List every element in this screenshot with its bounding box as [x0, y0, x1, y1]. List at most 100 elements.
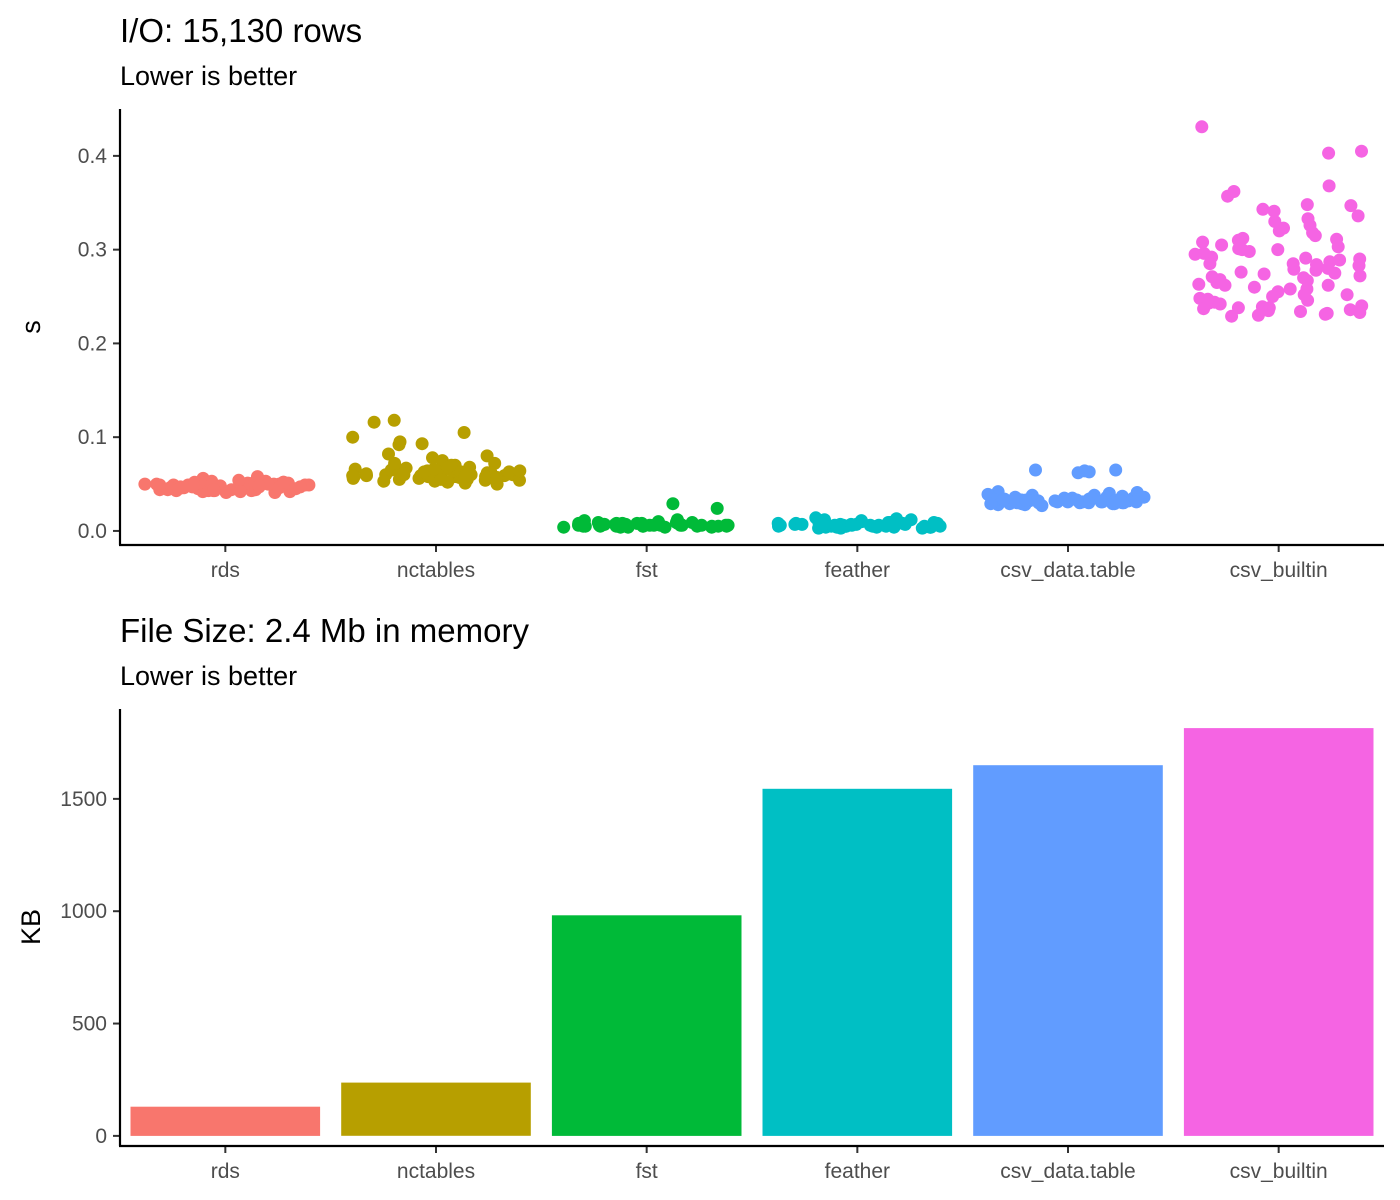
scatter-point — [434, 472, 448, 486]
bar-rds — [130, 1106, 321, 1136]
io-x-ticks: rds nctables fst feather csv_data.table csv_b… — [211, 545, 1328, 582]
scatter-point — [1297, 288, 1311, 302]
scatter-point — [1300, 198, 1314, 212]
scatter-point — [830, 520, 844, 534]
scatter-point — [1031, 494, 1044, 508]
scatter-point — [1257, 267, 1271, 281]
scatter-point — [1299, 251, 1313, 265]
scatter-point — [557, 520, 571, 534]
scatter-point — [705, 520, 719, 534]
y-tick-label: 0.2 — [78, 332, 107, 355]
x-tick-label: csv_builtin — [1230, 1160, 1328, 1183]
scatter-point — [513, 473, 526, 487]
scatter-point — [444, 458, 458, 472]
y-tick-label: 1500 — [60, 788, 107, 811]
scatter-point — [367, 415, 381, 429]
scatter-point — [1071, 466, 1085, 480]
scatter-point — [1213, 297, 1227, 311]
scatter-point — [666, 497, 680, 511]
scatter-point — [1267, 204, 1281, 218]
scatter-point — [1353, 306, 1367, 319]
scatter-point — [1322, 179, 1336, 193]
scatter-point — [1287, 262, 1301, 276]
scatter-point — [382, 447, 395, 461]
scatter-point — [984, 497, 998, 511]
scatter-point — [1321, 278, 1335, 292]
x-tick-label: nctables — [397, 559, 475, 582]
scatter-point — [1218, 278, 1232, 292]
scatter-point — [1247, 280, 1261, 294]
x-tick-label: fst — [636, 1160, 658, 1183]
scatter-point — [1308, 229, 1322, 243]
io-y-axis-title: s — [16, 320, 46, 334]
scatter-point — [1215, 238, 1229, 252]
y-tick-label: 1000 — [60, 900, 107, 923]
scatter-point — [1082, 465, 1096, 479]
scatter-point — [1353, 269, 1367, 283]
io-chart-subtitle: Lower is better — [120, 61, 297, 91]
scatter-point — [417, 465, 431, 479]
scatter-point — [795, 517, 809, 531]
scatter-point — [1322, 146, 1336, 160]
x-tick-label: nctables — [397, 1160, 475, 1183]
scatter-point — [1271, 243, 1285, 257]
scatter-point — [1029, 463, 1042, 477]
x-tick-label: csv_data.table — [1000, 559, 1135, 582]
y-tick-label: 0.0 — [78, 520, 107, 543]
scatter-point — [426, 451, 439, 465]
scatter-point — [1272, 224, 1286, 238]
scatter-point — [1109, 463, 1123, 477]
y-tick-label: 0.1 — [78, 426, 107, 449]
scatter-point — [615, 516, 629, 530]
scatter-point — [388, 456, 402, 470]
scatter-point — [397, 467, 410, 481]
x-tick-label: feather — [825, 559, 890, 582]
scatter-point — [346, 430, 360, 444]
scatter-point — [685, 516, 699, 529]
scatter-point — [427, 462, 441, 476]
scatter-point — [377, 474, 391, 488]
scatter-point — [1205, 270, 1219, 284]
scatter-point — [1195, 120, 1209, 134]
scatter-point — [1352, 259, 1366, 273]
scatter-point — [1294, 305, 1307, 318]
x-tick-label: rds — [211, 559, 240, 582]
io-chart-title: I/O: 15,130 rows — [120, 12, 362, 49]
scatter-point — [1344, 199, 1358, 213]
bar-nctables — [341, 1082, 531, 1136]
bar-fst — [551, 915, 742, 1136]
scatter-point — [232, 473, 246, 487]
scatter-point — [1333, 253, 1347, 267]
scatter-point — [392, 438, 406, 452]
scatter-point — [1283, 282, 1297, 296]
y-tick-label: 0 — [95, 1125, 107, 1148]
scatter-point — [360, 469, 373, 483]
y-tick-label: 500 — [72, 1013, 107, 1036]
scatter-point — [277, 475, 291, 489]
scatter-point — [1355, 144, 1368, 158]
x-tick-label: fst — [636, 559, 658, 582]
scatter-point — [1008, 490, 1022, 504]
scatter-point — [1108, 497, 1121, 511]
x-tick-label: csv_data.table — [1000, 1160, 1135, 1183]
io-scatter-points — [138, 120, 1369, 535]
scatter-point — [1266, 290, 1280, 303]
size-chart-title: File Size: 2.4 Mb in memory — [120, 612, 529, 649]
size-y-ticks: 0 500 1000 1500 — [60, 788, 120, 1148]
scatter-point — [1234, 265, 1248, 279]
scatter-point — [879, 519, 893, 533]
bar-csv_data.table — [973, 765, 1163, 1136]
scatter-point — [1261, 304, 1275, 318]
scatter-point — [1048, 494, 1062, 508]
scatter-point — [1070, 493, 1084, 507]
bar-csv_builtin — [1183, 728, 1374, 1136]
scatter-point — [1196, 235, 1210, 249]
size-bars — [130, 728, 1374, 1136]
scatter-point — [1192, 277, 1206, 291]
scatter-point — [1231, 301, 1245, 315]
io-y-ticks: 0.0 0.1 0.2 0.3 0.4 — [78, 145, 120, 543]
scatter-point — [898, 517, 912, 531]
x-tick-label: rds — [211, 1160, 240, 1183]
